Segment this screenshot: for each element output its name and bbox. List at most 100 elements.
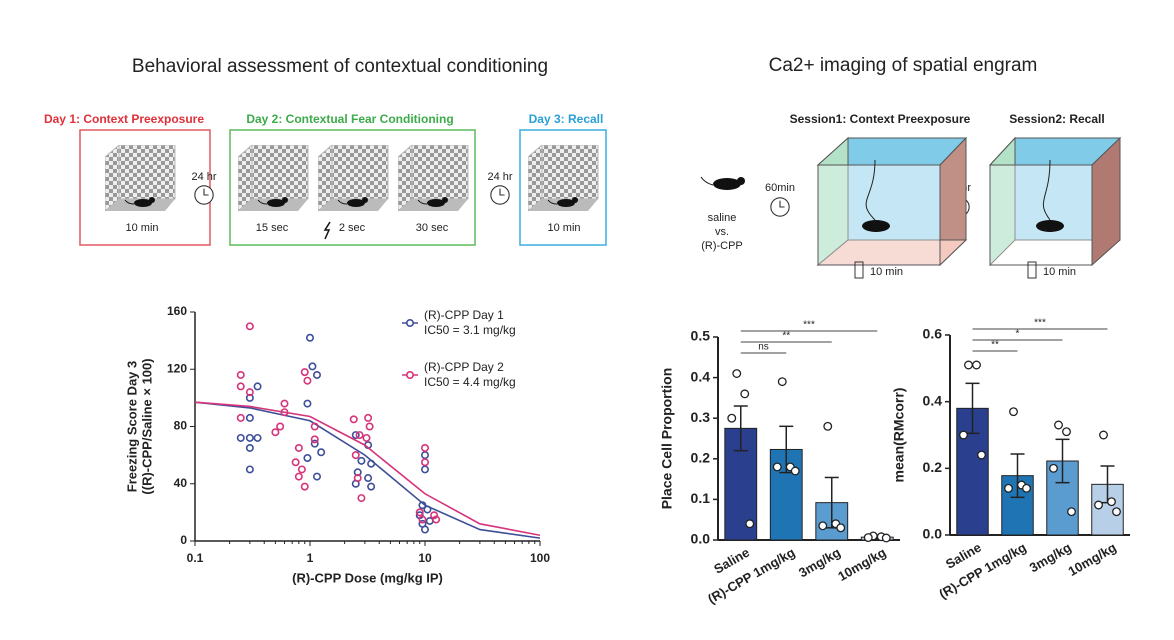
- point: [1107, 497, 1116, 507]
- y-axis-label: mean(RMcorr): [891, 388, 907, 483]
- cage: [398, 145, 468, 211]
- point: [772, 462, 782, 472]
- point: [303, 376, 312, 385]
- clock: [771, 198, 789, 216]
- clock: [491, 186, 509, 204]
- point: [312, 472, 321, 481]
- y-axis-label: ((R)-CPP/Saline × 100): [139, 358, 154, 494]
- step-label: 30 sec: [416, 222, 449, 234]
- point: [977, 450, 986, 460]
- point: [349, 415, 358, 424]
- point: [300, 482, 309, 491]
- y-axis-label: Place Cell Proportion: [659, 368, 675, 510]
- point: [420, 525, 429, 534]
- point: [310, 422, 319, 431]
- y-tick-label: 0.3: [691, 409, 711, 425]
- y-tick-label: 0.6: [923, 326, 943, 342]
- point: [303, 453, 312, 462]
- y-tick-label: 80: [174, 419, 188, 433]
- point: [818, 521, 828, 531]
- point: [1062, 427, 1071, 437]
- fit-curve: [194, 401, 541, 537]
- point: [418, 515, 427, 524]
- mouse: [700, 176, 745, 190]
- y-tick-label: 0.4: [691, 368, 711, 384]
- point: [1067, 507, 1076, 517]
- point: [300, 368, 309, 377]
- y-tick-label: 160: [167, 304, 187, 318]
- point: [365, 422, 374, 431]
- point: [297, 465, 306, 474]
- point: [362, 433, 371, 442]
- cage: [105, 145, 175, 211]
- interval-label: 24 hr: [191, 171, 216, 183]
- step-label: 2 sec: [339, 222, 366, 234]
- step-label: 10 min: [125, 222, 158, 234]
- point: [863, 533, 873, 543]
- day-box: [519, 129, 607, 246]
- cage: [318, 145, 388, 211]
- session-label: Session2: Recall: [1009, 112, 1104, 126]
- point: [236, 370, 245, 379]
- point: [312, 370, 321, 379]
- point: [245, 443, 254, 452]
- y-tick-label: 0.0: [923, 526, 943, 542]
- treatment-label: (R)-CPP: [701, 240, 743, 252]
- point: [253, 433, 262, 442]
- treatment-label: vs.: [715, 226, 729, 238]
- point: [303, 399, 312, 408]
- significance-label: **: [782, 331, 790, 342]
- step-label: 15 sec: [256, 222, 289, 234]
- point: [1094, 500, 1103, 510]
- point: [1004, 483, 1013, 493]
- point: [280, 408, 289, 417]
- point: [245, 465, 254, 474]
- legend-marker: [405, 370, 414, 379]
- point: [364, 474, 373, 483]
- point: [236, 413, 245, 422]
- point: [420, 451, 429, 460]
- point: [294, 443, 303, 452]
- point: [1099, 430, 1108, 440]
- y-tick-label: 0.2: [691, 450, 711, 466]
- point: [423, 505, 432, 514]
- arena-cube: [816, 136, 968, 267]
- point: [420, 465, 429, 474]
- significance-label: ***: [803, 320, 815, 331]
- point: [305, 333, 314, 342]
- point: [1022, 483, 1031, 493]
- y-tick-label: 0.1: [691, 490, 711, 506]
- point: [727, 413, 737, 423]
- y-axis-label: Freezing Score Day 3: [124, 361, 139, 493]
- point: [430, 511, 439, 520]
- y-tick-label: 0.4: [923, 392, 943, 408]
- day-label: Day 1: Context Preexposure: [44, 112, 204, 126]
- point: [732, 369, 742, 378]
- session-label: Session1: Context Preexposure: [790, 112, 971, 126]
- point: [740, 389, 750, 399]
- point: [959, 430, 968, 440]
- clock: [195, 186, 213, 204]
- y-tick-label: 40: [174, 476, 188, 490]
- significance-label: *: [1016, 329, 1020, 340]
- x-tick-label: 10mg/kg: [835, 545, 888, 584]
- light-icon: [1027, 261, 1037, 279]
- point: [415, 508, 424, 517]
- panel-title: Behavioral assessment of contextual cond…: [132, 56, 548, 77]
- bar: [1046, 460, 1079, 536]
- point: [236, 382, 245, 391]
- point: [245, 388, 254, 397]
- point: [420, 443, 429, 452]
- y-tick-label: 0.5: [691, 328, 711, 344]
- interval-label: 60min: [765, 182, 795, 194]
- point: [236, 433, 245, 442]
- point: [280, 399, 289, 408]
- point: [1049, 463, 1058, 473]
- point: [367, 482, 376, 491]
- point: [271, 428, 280, 437]
- x-tick-label: 100: [530, 551, 550, 565]
- interval-label: 24 hr: [487, 171, 512, 183]
- light-icon: [854, 261, 864, 279]
- day-label: Day 2: Contextual Fear Conditioning: [246, 112, 453, 126]
